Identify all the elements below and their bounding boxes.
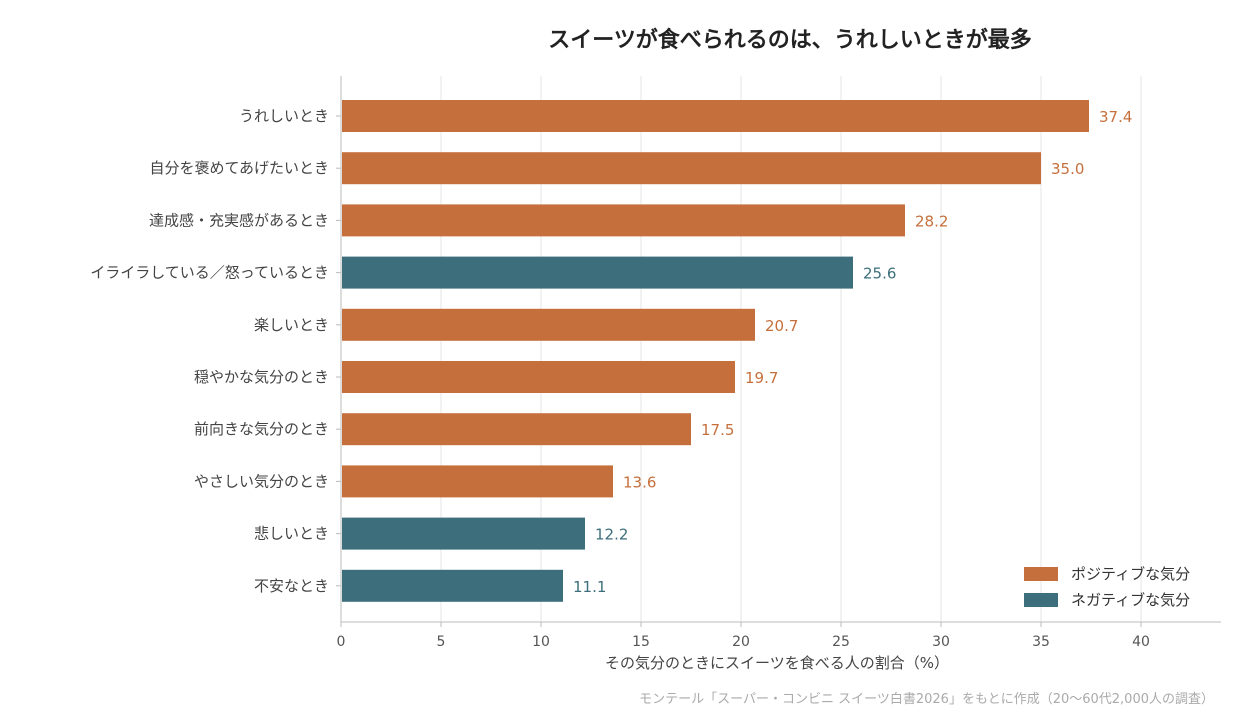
x-tick-label: 30	[932, 634, 950, 650]
legend-label: ネガティブな気分	[1071, 591, 1190, 609]
source-note: モンテール「スーパー・コンビニ スイーツ白書2026」をもとに作成（20〜60代…	[639, 692, 1214, 707]
legend-swatch	[1024, 593, 1058, 607]
value-label: 20.7	[765, 317, 798, 335]
x-tick-label: 10	[532, 634, 550, 650]
chart-title: スイーツが食べられるのは、うれしいときが最多	[548, 28, 1032, 53]
x-axis-title: その気分のときにスイーツを食べる人の割合（%）	[605, 654, 949, 672]
value-label: 28.2	[915, 212, 948, 230]
bar	[342, 308, 755, 341]
category-label: うれしいとき	[239, 107, 329, 125]
bar	[342, 517, 585, 550]
category-label: 前向きな気分のとき	[194, 420, 329, 438]
bar	[342, 465, 613, 498]
value-label: 25.6	[863, 265, 896, 283]
category-label: 楽しいとき	[254, 316, 329, 334]
value-label: 37.4	[1099, 108, 1132, 126]
value-label: 12.2	[595, 526, 628, 544]
value-label: 19.7	[745, 369, 778, 387]
axes: 0 5 10 15 20 25 30 35 40	[336, 76, 1221, 650]
bar	[342, 361, 735, 393]
value-label: 13.6	[623, 473, 656, 491]
x-tick-label: 25	[832, 634, 850, 650]
category-label: 穏やかな気分のとき	[194, 368, 329, 386]
category-label: 悲しいとき	[254, 525, 329, 543]
category-label: やさしい気分のとき	[194, 472, 329, 490]
legend-label: ポジティブな気分	[1071, 565, 1190, 583]
x-tick-label: 0	[337, 634, 346, 650]
bar	[342, 100, 1089, 132]
category-label: 自分を褒めてあげたいとき	[149, 159, 329, 177]
x-tick-label: 35	[1032, 634, 1050, 650]
value-label: 11.1	[573, 578, 606, 596]
x-tick-label: 20	[732, 634, 750, 650]
legend-swatch	[1024, 567, 1058, 581]
x-tick-label: 40	[1132, 634, 1150, 650]
category-label: 不安なとき	[254, 577, 329, 595]
bar	[342, 152, 1041, 185]
category-label: イライラしている／怒っているとき	[90, 264, 329, 282]
value-label: 35.0	[1051, 160, 1084, 178]
bars: うれしいとき 37.4 自分を褒めてあげたいとき 35.0 達成感・充実感があるとき 28…	[90, 100, 1132, 602]
category-label: 達成感・充実感があるとき	[149, 211, 329, 229]
x-tick-label: 5	[437, 634, 446, 650]
bar	[342, 256, 853, 289]
bar	[342, 569, 563, 602]
x-tick-label: 15	[632, 634, 650, 650]
bar	[342, 204, 905, 237]
bar	[342, 413, 691, 446]
value-label: 17.5	[701, 421, 734, 439]
